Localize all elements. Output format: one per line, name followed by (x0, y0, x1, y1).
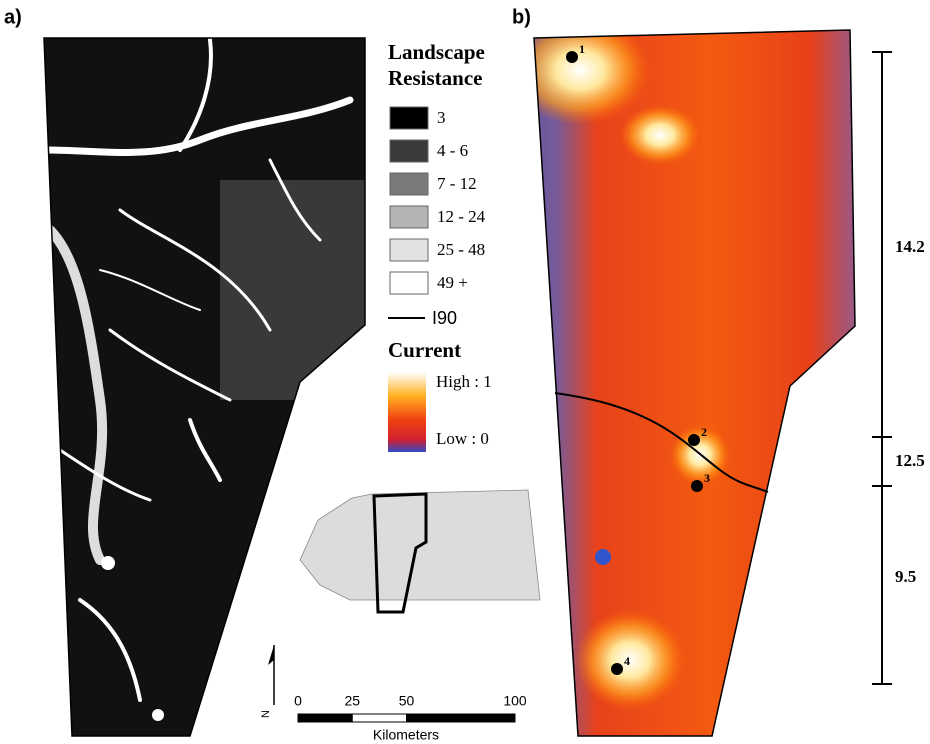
legend-swatch (390, 173, 428, 195)
scale-unit: Kilometers (373, 727, 439, 743)
distance-label: 14.2 (895, 237, 925, 256)
distance-bracket (872, 52, 892, 684)
legend-label: 49 + (437, 273, 468, 292)
scale-tick-label: 0 (294, 693, 302, 709)
legend-label: 25 - 48 (437, 240, 485, 259)
panel-label: a) (4, 6, 22, 28)
site-point (611, 663, 623, 675)
scale-segment (298, 714, 352, 722)
panel-label: b) (512, 6, 531, 28)
legend-label: 3 (437, 108, 446, 127)
scale-segment (352, 714, 406, 722)
site-label: 4 (624, 654, 630, 668)
resistance-map (40, 30, 370, 740)
site-point (688, 434, 700, 446)
legend-title: Resistance (388, 66, 482, 90)
north-arrow: N (260, 645, 274, 718)
current-high: High : 1 (436, 372, 492, 391)
current-map (510, 15, 860, 740)
site-point (566, 51, 578, 63)
scale-segment (407, 714, 516, 722)
legend-swatch (390, 107, 428, 129)
site-point (691, 480, 703, 492)
figure: N Landscape Resistance 3 4 - 6 7 - 12 12 - … (0, 0, 930, 744)
legend-swatch (390, 239, 428, 261)
legend-swatch (390, 140, 428, 162)
distance-label: 9.5 (895, 567, 916, 586)
legend-items: 3 4 - 6 7 - 12 12 - 24 25 - 48 49 + (390, 107, 486, 294)
legend-label: 12 - 24 (437, 207, 486, 226)
north-label: N (260, 710, 272, 718)
distance-label: 12.5 (895, 451, 925, 470)
legend-label: 7 - 12 (437, 174, 477, 193)
current-ramp (388, 372, 426, 452)
site-label: 1 (579, 42, 585, 56)
legend-title: Landscape (388, 40, 485, 64)
site-label: 3 (704, 471, 710, 485)
road-label: I90 (432, 308, 457, 328)
legend-swatch (390, 272, 428, 294)
scale-tick-label: 100 (503, 693, 527, 709)
inset-map (300, 490, 540, 612)
scale-tick-label: 25 (344, 693, 360, 709)
current-title: Current (388, 338, 461, 362)
current-low: Low : 0 (436, 429, 489, 448)
scale-tick-label: 50 (399, 693, 415, 709)
legend-swatch (390, 206, 428, 228)
legend-label: 4 - 6 (437, 141, 468, 160)
site-label: 2 (701, 425, 707, 439)
scale-bar: 0 25 50 100 (294, 693, 527, 722)
